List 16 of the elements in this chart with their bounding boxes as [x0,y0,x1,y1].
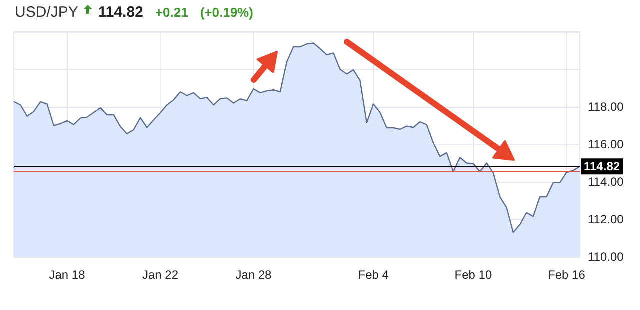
x-tick-label: Feb 10 [454,268,492,282]
y-tick-label: 114.00 [588,175,624,189]
x-tick-label: Feb 4 [358,268,390,282]
y-tick-label: 112.00 [588,212,624,226]
ref-line-label: 114.82 [584,160,620,174]
text: 114.82 [98,4,144,21]
y-tick-label: 110.00 [588,250,624,264]
chart-title: USD/JPY [15,4,78,21]
text: +0.21 [155,5,188,20]
x-tick-label: Jan 28 [236,268,272,282]
x-tick-label: Jan 22 [142,268,179,282]
x-tick-label: Jan 18 [49,268,86,282]
y-tick-label: 118.00 [588,100,624,114]
x-tick-label: Feb 16 [548,268,586,282]
y-tick-label: 116.00 [588,138,624,152]
text: (+0.19%) [200,5,254,20]
